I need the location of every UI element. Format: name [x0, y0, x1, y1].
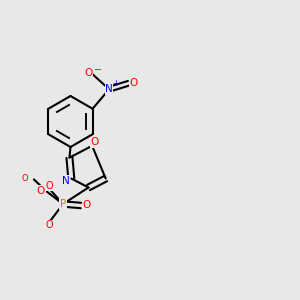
Text: O: O — [46, 220, 53, 230]
Text: O: O — [46, 181, 53, 191]
Text: N: N — [105, 84, 113, 94]
Text: O: O — [22, 174, 28, 183]
Text: O: O — [37, 186, 45, 196]
Text: N: N — [62, 176, 70, 186]
Text: O: O — [90, 137, 99, 147]
Text: −: − — [94, 65, 102, 75]
Text: O: O — [82, 200, 91, 211]
Text: O: O — [130, 78, 138, 88]
Text: +: + — [112, 80, 119, 88]
Text: P: P — [60, 199, 66, 209]
Text: O: O — [84, 68, 92, 78]
